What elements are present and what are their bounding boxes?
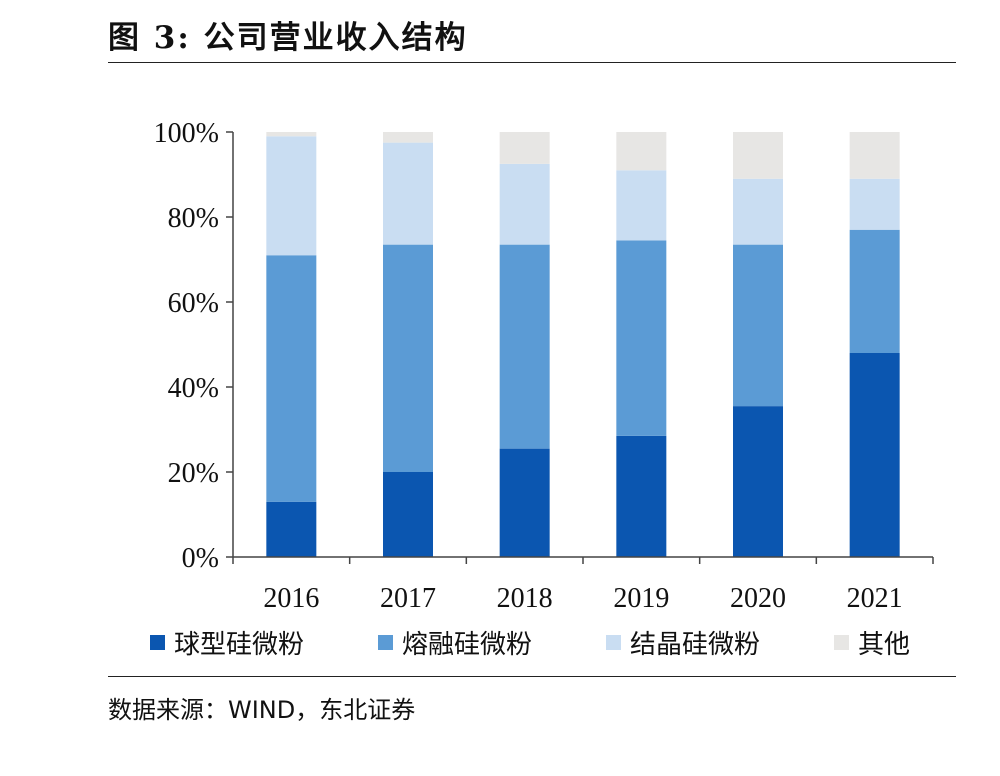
title-rule [108,62,956,63]
legend-swatch [834,635,849,650]
bar-2020-series-0 [733,406,783,557]
bar-2016-series-3 [266,132,317,137]
bar-2021-series-1 [849,229,900,353]
bar-2018-series-0 [499,448,550,557]
bar-2019-series-3 [616,132,667,171]
bar-2016-series-2 [266,136,317,256]
x-tick-label: 2018 [497,583,553,614]
bar-2017-series-2 [383,142,433,245]
bar-2017-series-1 [383,244,433,472]
y-tick-label: 100% [154,118,219,149]
figure-title: 图 3: 公司营业收入结构 [108,20,468,56]
legend-label: 其他 [858,630,910,660]
bar-2016-series-1 [266,255,317,502]
bar-2021-series-3 [849,132,900,179]
legend: 球型硅微粉 熔融硅微粉 结晶硅微粉 其他 [150,630,910,660]
bar-2020-series-2 [733,178,783,245]
legend-label: 结晶硅微粉 [630,630,760,660]
source-note: 数据来源：WIND，东北证券 [108,696,416,724]
axes-layer: 0% 20% 40% 60% 80% 100% 2016 2017 2018 2019 2020 20… [154,118,934,614]
source-rule [108,676,956,677]
x-tick-label: 2021 [847,583,903,614]
bar-2019-series-1 [616,240,667,436]
bar-2019-series-0 [616,435,667,557]
bar-2021-series-2 [849,178,900,230]
bar-2017-series-3 [383,132,433,143]
legend-swatch [606,635,621,650]
y-tick-label: 80% [168,203,219,234]
bar-2017-series-0 [383,472,433,557]
bars-layer [266,132,900,557]
legend-swatch [150,635,165,650]
legend-swatch [378,635,393,650]
y-tick-label: 0% [182,543,219,574]
x-tick-label: 2017 [380,583,436,614]
bar-2018-series-2 [499,163,550,245]
legend-label: 球型硅微粉 [174,630,304,660]
bar-2019-series-2 [616,170,667,241]
y-tick-label: 20% [168,458,219,489]
legend-label: 熔融硅微粉 [402,630,532,660]
bar-2021-series-0 [849,353,900,557]
y-tick-label: 40% [168,373,219,404]
x-tick-label: 2020 [730,583,786,614]
x-tick-label: 2016 [263,583,319,614]
bar-2018-series-3 [499,132,550,164]
x-tick-label: 2019 [613,583,669,614]
bar-2020-series-1 [733,244,783,407]
bar-2020-series-3 [733,132,783,179]
y-tick-label: 60% [168,288,219,319]
bar-2016-series-0 [266,501,317,557]
bar-2018-series-1 [499,244,550,449]
